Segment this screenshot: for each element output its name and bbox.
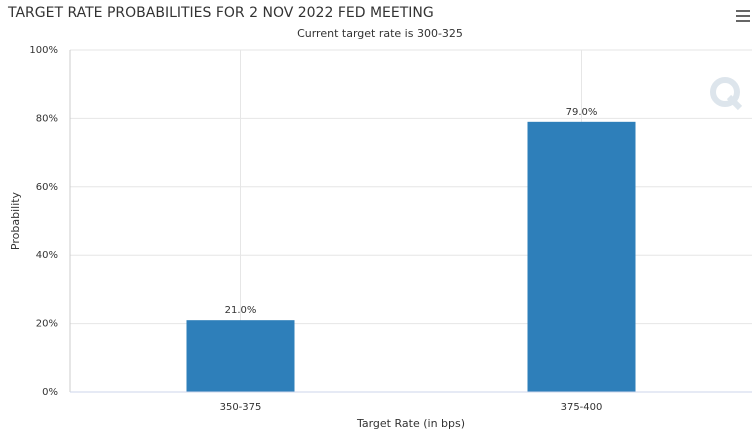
y-tick-label: 60%	[36, 182, 58, 193]
logo-ring	[710, 77, 740, 107]
menu-bar	[736, 15, 750, 17]
chart-subtitle: Current target rate is 300-325	[297, 27, 463, 40]
x-tick-label: 375-400	[561, 402, 603, 413]
y-tick-label: 100%	[29, 45, 58, 56]
bar	[186, 320, 295, 392]
logo-tail	[726, 94, 743, 111]
bar	[527, 121, 636, 392]
menu-icon[interactable]	[736, 10, 750, 22]
y-tick-label: 40%	[36, 250, 58, 261]
value-label: 79.0%	[566, 107, 598, 118]
x-tick-label: 350-375	[220, 402, 262, 413]
y-tick-label: 80%	[36, 113, 58, 124]
y-tick-label: 20%	[36, 319, 58, 330]
menu-bar	[736, 20, 750, 22]
menu-bar	[736, 10, 750, 12]
chart-title: TARGET RATE PROBABILITIES FOR 2 NOV 2022…	[7, 5, 434, 21]
x-axis-title: Target Rate (in bps)	[356, 417, 465, 430]
y-tick-label: 0%	[42, 387, 58, 398]
value-label: 21.0%	[225, 305, 257, 316]
watermark-logo	[710, 77, 743, 111]
y-axis-title: Probability	[9, 191, 22, 250]
